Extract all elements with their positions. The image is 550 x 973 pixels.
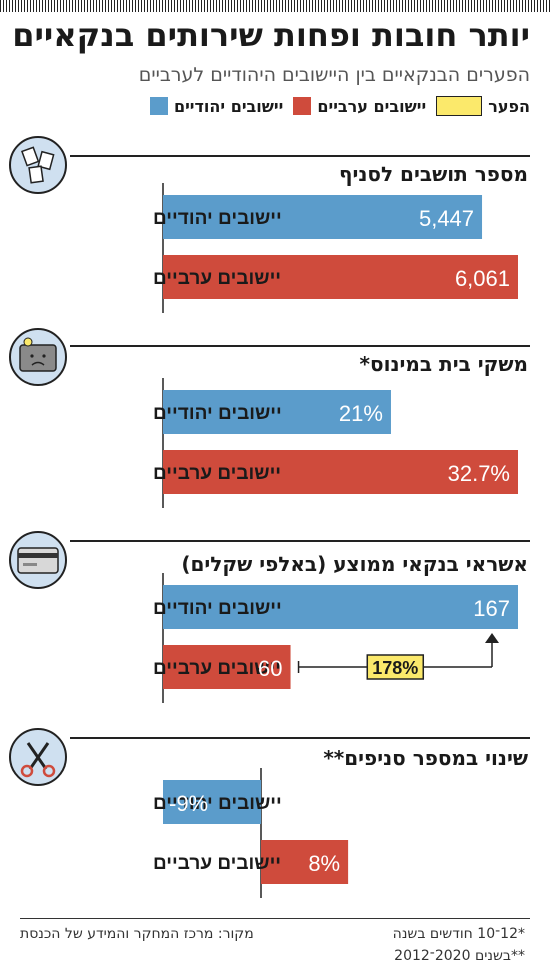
legend-swatch-jewish bbox=[149, 97, 168, 115]
category-label-panel-3-2: יישובים ערביים bbox=[153, 658, 281, 679]
page-title: יותר חובות ופחות שירותים בנקאיים bbox=[12, 16, 530, 54]
category-label-panel-4-1: יישובים יהודיים bbox=[153, 793, 282, 814]
category-label-panel-2-2: יישובים ערביים bbox=[153, 463, 281, 484]
bar-panel-1-jewish bbox=[163, 195, 483, 239]
page-subtitle: הפערים הבנקאיים בין היישובים היהודיים לע… bbox=[138, 64, 530, 86]
legend-label-gap: הפער bbox=[488, 96, 530, 116]
bar-panel-1-arab bbox=[163, 255, 518, 299]
bar-panel-4-jewish bbox=[163, 780, 261, 824]
legend-item-arab: יישובים ערביים bbox=[293, 97, 426, 116]
legend-item-jewish: יישובים יהודיים bbox=[149, 96, 284, 116]
panel-2-rule bbox=[70, 345, 530, 347]
credit-card-icon bbox=[9, 531, 67, 589]
footnote-1: *12־10 חודשים בשנה bbox=[392, 926, 525, 942]
bar-panel-2-jewish bbox=[163, 390, 391, 434]
category-label-panel-3-1: יישובים יהודיים bbox=[153, 598, 282, 619]
category-label-panel-1-2: יישובים ערביים bbox=[153, 268, 281, 289]
panel-4-title: שינוי במספר סניפים** bbox=[323, 746, 528, 770]
gap-arrow-head bbox=[485, 633, 499, 643]
footer-rule bbox=[20, 918, 530, 919]
value-label-panel-1-2: 6,061 bbox=[455, 266, 510, 291]
bar-panel-2-arab bbox=[163, 450, 518, 494]
value-label-panel-3-1: 167 bbox=[473, 596, 510, 621]
value-label-panel-2-1: 21% bbox=[339, 401, 383, 426]
legend-label-jewish: יישובים יהודיים bbox=[173, 96, 284, 116]
bar-panel-3-jewish bbox=[163, 585, 518, 629]
panel-3-title: אשראי בנקאי ממוצע (באלפי שקלים) bbox=[181, 552, 528, 576]
value-label-panel-4-1: -9% bbox=[169, 791, 208, 816]
gap-label: 178% bbox=[372, 658, 418, 678]
top-hatch-border bbox=[0, 0, 550, 12]
legend-swatch-gap bbox=[436, 96, 483, 116]
legend: יישובים יהודיים יישובים ערביים הפער bbox=[149, 92, 530, 120]
paper-documents-icon bbox=[9, 136, 67, 194]
panel-1-title: מספר תושבים לסניף bbox=[338, 162, 528, 186]
panel-2-title: משקי בית במינוס* bbox=[359, 352, 528, 376]
value-label-panel-2-2: 32.7% bbox=[448, 461, 510, 486]
category-label-panel-2-1: יישובים יהודיים bbox=[153, 403, 282, 424]
gap-label-box bbox=[366, 654, 425, 680]
legend-label-arab: יישובים ערביים bbox=[317, 96, 427, 116]
panel-4-rule bbox=[70, 737, 530, 739]
panel-1-rule bbox=[70, 155, 530, 157]
bar-panel-3-arab bbox=[163, 645, 291, 689]
footnote-2: **בשנים 2020־2012 bbox=[394, 948, 525, 964]
sad-wallet-icon bbox=[9, 328, 67, 386]
category-label-panel-1-1: יישובים יהודיים bbox=[153, 208, 282, 229]
legend-item-gap: הפער bbox=[436, 96, 530, 116]
legend-swatch-arab bbox=[293, 97, 312, 115]
scissors-icon bbox=[9, 728, 67, 786]
source-note: מקור: מרכז המחקר והמידע של הכנסת bbox=[20, 926, 254, 942]
bar-panel-4-arab bbox=[261, 840, 349, 884]
panel-3-rule bbox=[70, 540, 530, 542]
value-label-panel-3-2: 60 bbox=[258, 656, 282, 681]
category-label-panel-4-2: יישובים ערביים bbox=[153, 853, 281, 874]
value-label-panel-1-1: 5,447 bbox=[419, 206, 474, 231]
value-label-panel-4-2: 8% bbox=[308, 851, 340, 876]
